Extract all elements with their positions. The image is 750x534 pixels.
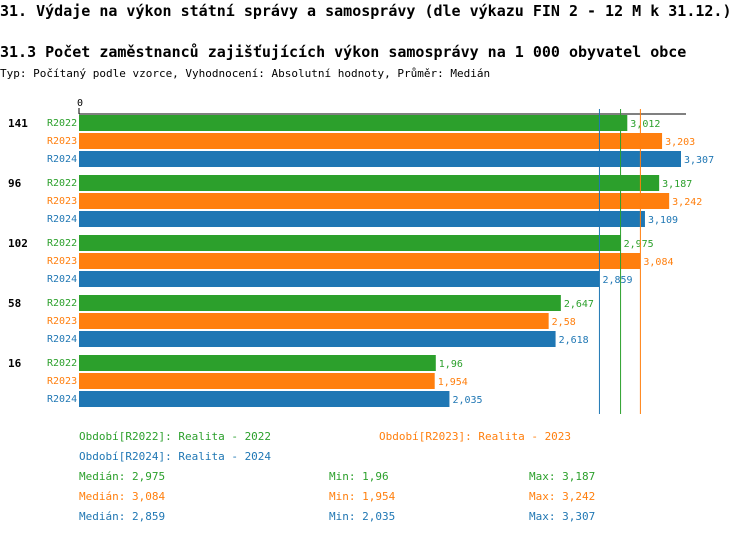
series-label: R2023 (47, 376, 77, 387)
stat-median-r2022: Medián: 2,975 (79, 470, 166, 483)
value-label: 2,859 (602, 275, 632, 286)
bar (79, 175, 660, 191)
series-label: R2022 (47, 118, 77, 129)
series-label: R2022 (47, 178, 77, 189)
value-label: 2,035 (452, 395, 482, 406)
series-label: R2024 (47, 394, 77, 405)
bar (79, 235, 621, 251)
series-label: R2024 (47, 274, 77, 285)
value-label: 3,084 (643, 257, 673, 268)
series-label: R2024 (47, 154, 77, 165)
value-label: 3,203 (665, 137, 695, 148)
stat-median-r2024: Medián: 2,859 (79, 510, 166, 523)
series-label: R2024 (47, 214, 77, 225)
value-label: 2,58 (552, 317, 576, 328)
legend-item-r2022: Období[R2022]: Realita - 2022 (79, 430, 272, 443)
category-label: 102 (8, 237, 28, 250)
bar (79, 115, 628, 131)
axis-zero-label: 0 (77, 98, 83, 109)
value-label: 2,647 (564, 299, 594, 310)
value-label: 2,975 (624, 239, 654, 250)
stat-min-r2022: Min: 1,96 (329, 470, 389, 483)
bar (79, 313, 549, 329)
bar (79, 391, 450, 407)
bar (79, 373, 435, 389)
value-label: 3,012 (630, 119, 660, 130)
category-label: 16 (8, 357, 22, 370)
stat-max-r2023: Max: 3,242 (529, 490, 596, 503)
bar (79, 271, 600, 287)
series-label: R2022 (47, 238, 77, 249)
bar-chart: 0 141 R2022 3,012 R2023 3,203 R2024 3,307 96 R202… (8, 98, 714, 414)
bar (79, 211, 645, 227)
value-label: 2,618 (559, 335, 589, 346)
series-label: R2023 (47, 256, 77, 267)
stat-min-r2023: Min: 1,954 (329, 490, 396, 503)
stat-median-r2023: Medián: 3,084 (79, 490, 166, 503)
chart-info: Typ: Počítaný podle vzorce, Vyhodnocení:… (0, 67, 491, 80)
series-label: R2023 (47, 196, 77, 207)
category-label: 141 (8, 117, 28, 130)
bar (79, 193, 670, 209)
value-label: 3,187 (662, 179, 692, 190)
category-label: 58 (8, 297, 21, 310)
bar (79, 355, 436, 371)
legend-item-r2023: Období[R2023]: Realita - 2023 (379, 430, 572, 443)
bar (79, 295, 561, 311)
series-label: R2024 (47, 334, 77, 345)
value-label: 3,307 (684, 155, 714, 166)
stat-max-r2022: Max: 3,187 (529, 470, 596, 483)
bar (79, 253, 641, 269)
value-label: 3,242 (672, 197, 702, 208)
bar (79, 133, 663, 149)
series-label: R2023 (47, 316, 77, 327)
series-label: R2022 (47, 298, 77, 309)
legend-item-r2024: Období[R2024]: Realita - 2024 (79, 450, 272, 463)
stat-max-r2024: Max: 3,307 (529, 510, 596, 523)
series-label: R2022 (47, 358, 77, 369)
series-label: R2023 (47, 136, 77, 147)
value-label: 3,109 (648, 215, 678, 226)
value-label: 1,954 (438, 377, 468, 388)
stat-min-r2024: Min: 2,035 (329, 510, 396, 523)
chart-subtitle: 31.3 Počet zaměstnanců zajišťujících výk… (0, 43, 687, 61)
bar (79, 151, 681, 167)
category-label: 96 (8, 177, 22, 190)
page-title: 31. Výdaje na výkon státní správy a samo… (0, 2, 732, 20)
bar (79, 331, 556, 347)
value-label: 1,96 (439, 359, 463, 370)
